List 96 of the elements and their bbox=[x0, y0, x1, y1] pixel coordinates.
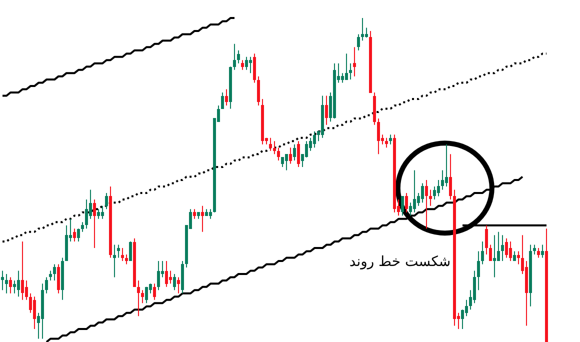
candlestick bbox=[425, 180, 428, 230]
candlestick bbox=[13, 280, 16, 294]
candlestick bbox=[257, 76, 260, 106]
candlestick bbox=[153, 283, 156, 300]
candlestick bbox=[433, 186, 436, 200]
candlestick bbox=[297, 140, 300, 168]
candlestick bbox=[481, 241, 484, 265]
candlestick bbox=[221, 92, 224, 110]
candlestick bbox=[241, 60, 244, 70]
candlestick bbox=[281, 156, 284, 168]
candlestick bbox=[73, 228, 76, 242]
candlestick bbox=[57, 264, 60, 294]
candlestick bbox=[533, 244, 536, 256]
candlestick bbox=[145, 286, 148, 304]
candlestick bbox=[349, 62, 352, 80]
candlestick bbox=[405, 192, 408, 213]
candlestick bbox=[277, 147, 280, 162]
candlestick bbox=[421, 182, 424, 204]
candlestick bbox=[105, 192, 108, 210]
candlestick bbox=[445, 144, 448, 187]
candlestick bbox=[341, 72, 344, 84]
candlestick bbox=[177, 276, 180, 294]
candlestick bbox=[429, 189, 432, 206]
candlestick bbox=[33, 296, 36, 330]
candlestick bbox=[449, 154, 452, 200]
candlestick bbox=[509, 241, 512, 262]
candlestick bbox=[21, 241, 24, 300]
candlestick bbox=[501, 234, 504, 262]
candlestick bbox=[305, 140, 308, 158]
candlestick bbox=[209, 208, 212, 220]
candlestick bbox=[357, 34, 360, 51]
candlestick bbox=[9, 276, 12, 294]
candlestick bbox=[129, 241, 132, 262]
candlestick bbox=[365, 27, 368, 38]
candlestick bbox=[505, 238, 508, 258]
candlestick bbox=[485, 224, 488, 256]
candlestick bbox=[233, 43, 236, 70]
candlestick bbox=[245, 56, 248, 70]
candlestick bbox=[237, 50, 240, 64]
candlestick bbox=[77, 228, 80, 242]
candlestick bbox=[517, 250, 520, 265]
candlestick bbox=[173, 273, 176, 291]
candlestick bbox=[437, 180, 440, 197]
candlestick bbox=[441, 170, 444, 190]
candlestick bbox=[253, 53, 256, 84]
candlestick bbox=[17, 270, 20, 298]
candlestick bbox=[157, 260, 160, 291]
candlestick bbox=[473, 270, 476, 304]
candlestick bbox=[1, 270, 4, 291]
candlestick bbox=[325, 95, 328, 126]
candlestick bbox=[489, 244, 492, 262]
candlestick bbox=[101, 205, 104, 220]
candlestick bbox=[289, 147, 292, 164]
candlestick bbox=[413, 170, 416, 213]
candlestick bbox=[465, 299, 468, 317]
candlestick bbox=[409, 202, 412, 216]
candlestick bbox=[273, 140, 276, 155]
candlestick bbox=[121, 248, 124, 262]
candlestick bbox=[477, 250, 480, 291]
candlestick bbox=[493, 234, 496, 278]
candlestick bbox=[353, 46, 356, 77]
candlestick bbox=[377, 118, 380, 155]
candlestick bbox=[113, 244, 116, 278]
candlestick bbox=[293, 144, 296, 162]
candlestick bbox=[117, 244, 120, 258]
candlestick bbox=[141, 290, 144, 304]
candlestick bbox=[97, 208, 100, 220]
candlestick bbox=[361, 18, 364, 42]
candlestick bbox=[401, 196, 404, 216]
candlestick bbox=[193, 208, 196, 220]
candlestick bbox=[169, 270, 172, 284]
candlestick bbox=[85, 198, 88, 230]
candlestick bbox=[137, 280, 140, 317]
candlestick bbox=[49, 270, 52, 281]
candlestick bbox=[537, 248, 540, 258]
candlestick bbox=[225, 88, 228, 106]
candlestick bbox=[45, 276, 48, 294]
candlestick bbox=[385, 137, 388, 148]
candlestick bbox=[269, 137, 272, 152]
candlestick bbox=[313, 130, 316, 148]
candlestick bbox=[25, 280, 28, 300]
candlestick bbox=[285, 154, 288, 171]
candlestick bbox=[125, 254, 128, 265]
candlestick bbox=[93, 198, 96, 249]
annotation: شکست خط روند bbox=[349, 254, 451, 270]
candlestick bbox=[81, 222, 84, 232]
candlestick bbox=[345, 53, 348, 80]
candlestick bbox=[249, 56, 252, 74]
candlestick bbox=[541, 244, 544, 258]
candlestick bbox=[201, 205, 204, 232]
candlestick bbox=[53, 264, 56, 281]
candlestick bbox=[165, 260, 168, 288]
candlestick bbox=[5, 273, 8, 294]
candlestick bbox=[497, 231, 500, 262]
candlestick bbox=[461, 309, 464, 330]
candlestick bbox=[389, 134, 392, 145]
